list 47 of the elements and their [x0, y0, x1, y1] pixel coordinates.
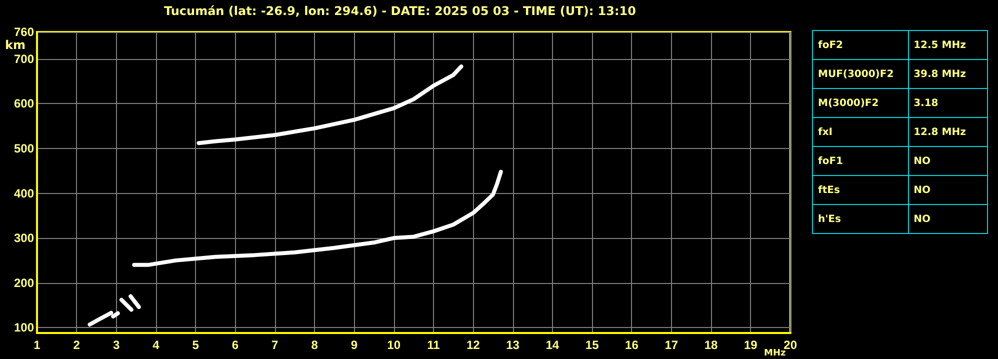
y-tick-label: 760	[14, 25, 34, 39]
text: ftEs	[812, 176, 908, 204]
text: NO	[908, 204, 988, 234]
x-tick-label: 18	[704, 338, 718, 352]
line-series	[196, 64, 464, 146]
x-tick-label: 17	[664, 338, 678, 352]
text: fxI	[812, 118, 908, 146]
x-tick-label: 14	[546, 338, 560, 352]
x-tick-label: 13	[506, 338, 520, 352]
text: MUF(3000)F2	[812, 60, 908, 88]
y-tick-label: 500	[14, 141, 34, 156]
y-tick-label: 400	[14, 186, 34, 200]
x-tick-label: 4	[152, 338, 160, 352]
y-tick-label: 600	[14, 96, 34, 111]
x-tick-label: 15	[585, 338, 600, 352]
x-tick-label: 11	[427, 338, 440, 352]
x-tick-label: 19	[744, 338, 758, 352]
y-tick-label: 300	[14, 231, 34, 246]
text: h'Es	[812, 204, 908, 234]
y-tick-label: 700	[14, 52, 34, 66]
x-tick-label: 8	[311, 338, 318, 352]
x-tick-label: 3	[112, 338, 120, 352]
chart-title: Tucumán (lat: -26.9, lon: 294.6) - DATE: 2025 05 03 - TIME (UT): 13:10	[164, 4, 636, 18]
text: foF1	[812, 146, 908, 176]
y-axis-title: km	[5, 38, 26, 52]
text: NO	[908, 146, 988, 176]
text: 39.8 MHz	[908, 60, 988, 88]
text: foF2	[812, 30, 908, 60]
text: 3.18	[908, 88, 988, 118]
y-tick-label: 200	[14, 276, 34, 290]
x-tick-label: 9	[350, 338, 358, 352]
x-tick-label: 2	[73, 338, 80, 352]
text: 12.5 MHz	[908, 30, 988, 60]
text: M(3000)F2	[812, 88, 908, 118]
x-tick-label: 12	[466, 338, 480, 352]
x-tick-label: 1	[34, 338, 41, 352]
x-tick-label: 10	[387, 338, 401, 352]
text: 12.8 MHz	[908, 118, 988, 146]
x-tick-label: 6	[232, 338, 239, 352]
x-tick-label: 20	[784, 338, 798, 352]
y-tick-label: 100	[14, 320, 34, 335]
x-tick-label: 16	[625, 338, 639, 352]
line-series	[132, 170, 503, 267]
x-tick-label: 5	[192, 338, 200, 352]
x-axis-title: MHz	[764, 348, 786, 358]
x-tick-label: 7	[272, 338, 279, 352]
text: NO	[908, 176, 988, 204]
